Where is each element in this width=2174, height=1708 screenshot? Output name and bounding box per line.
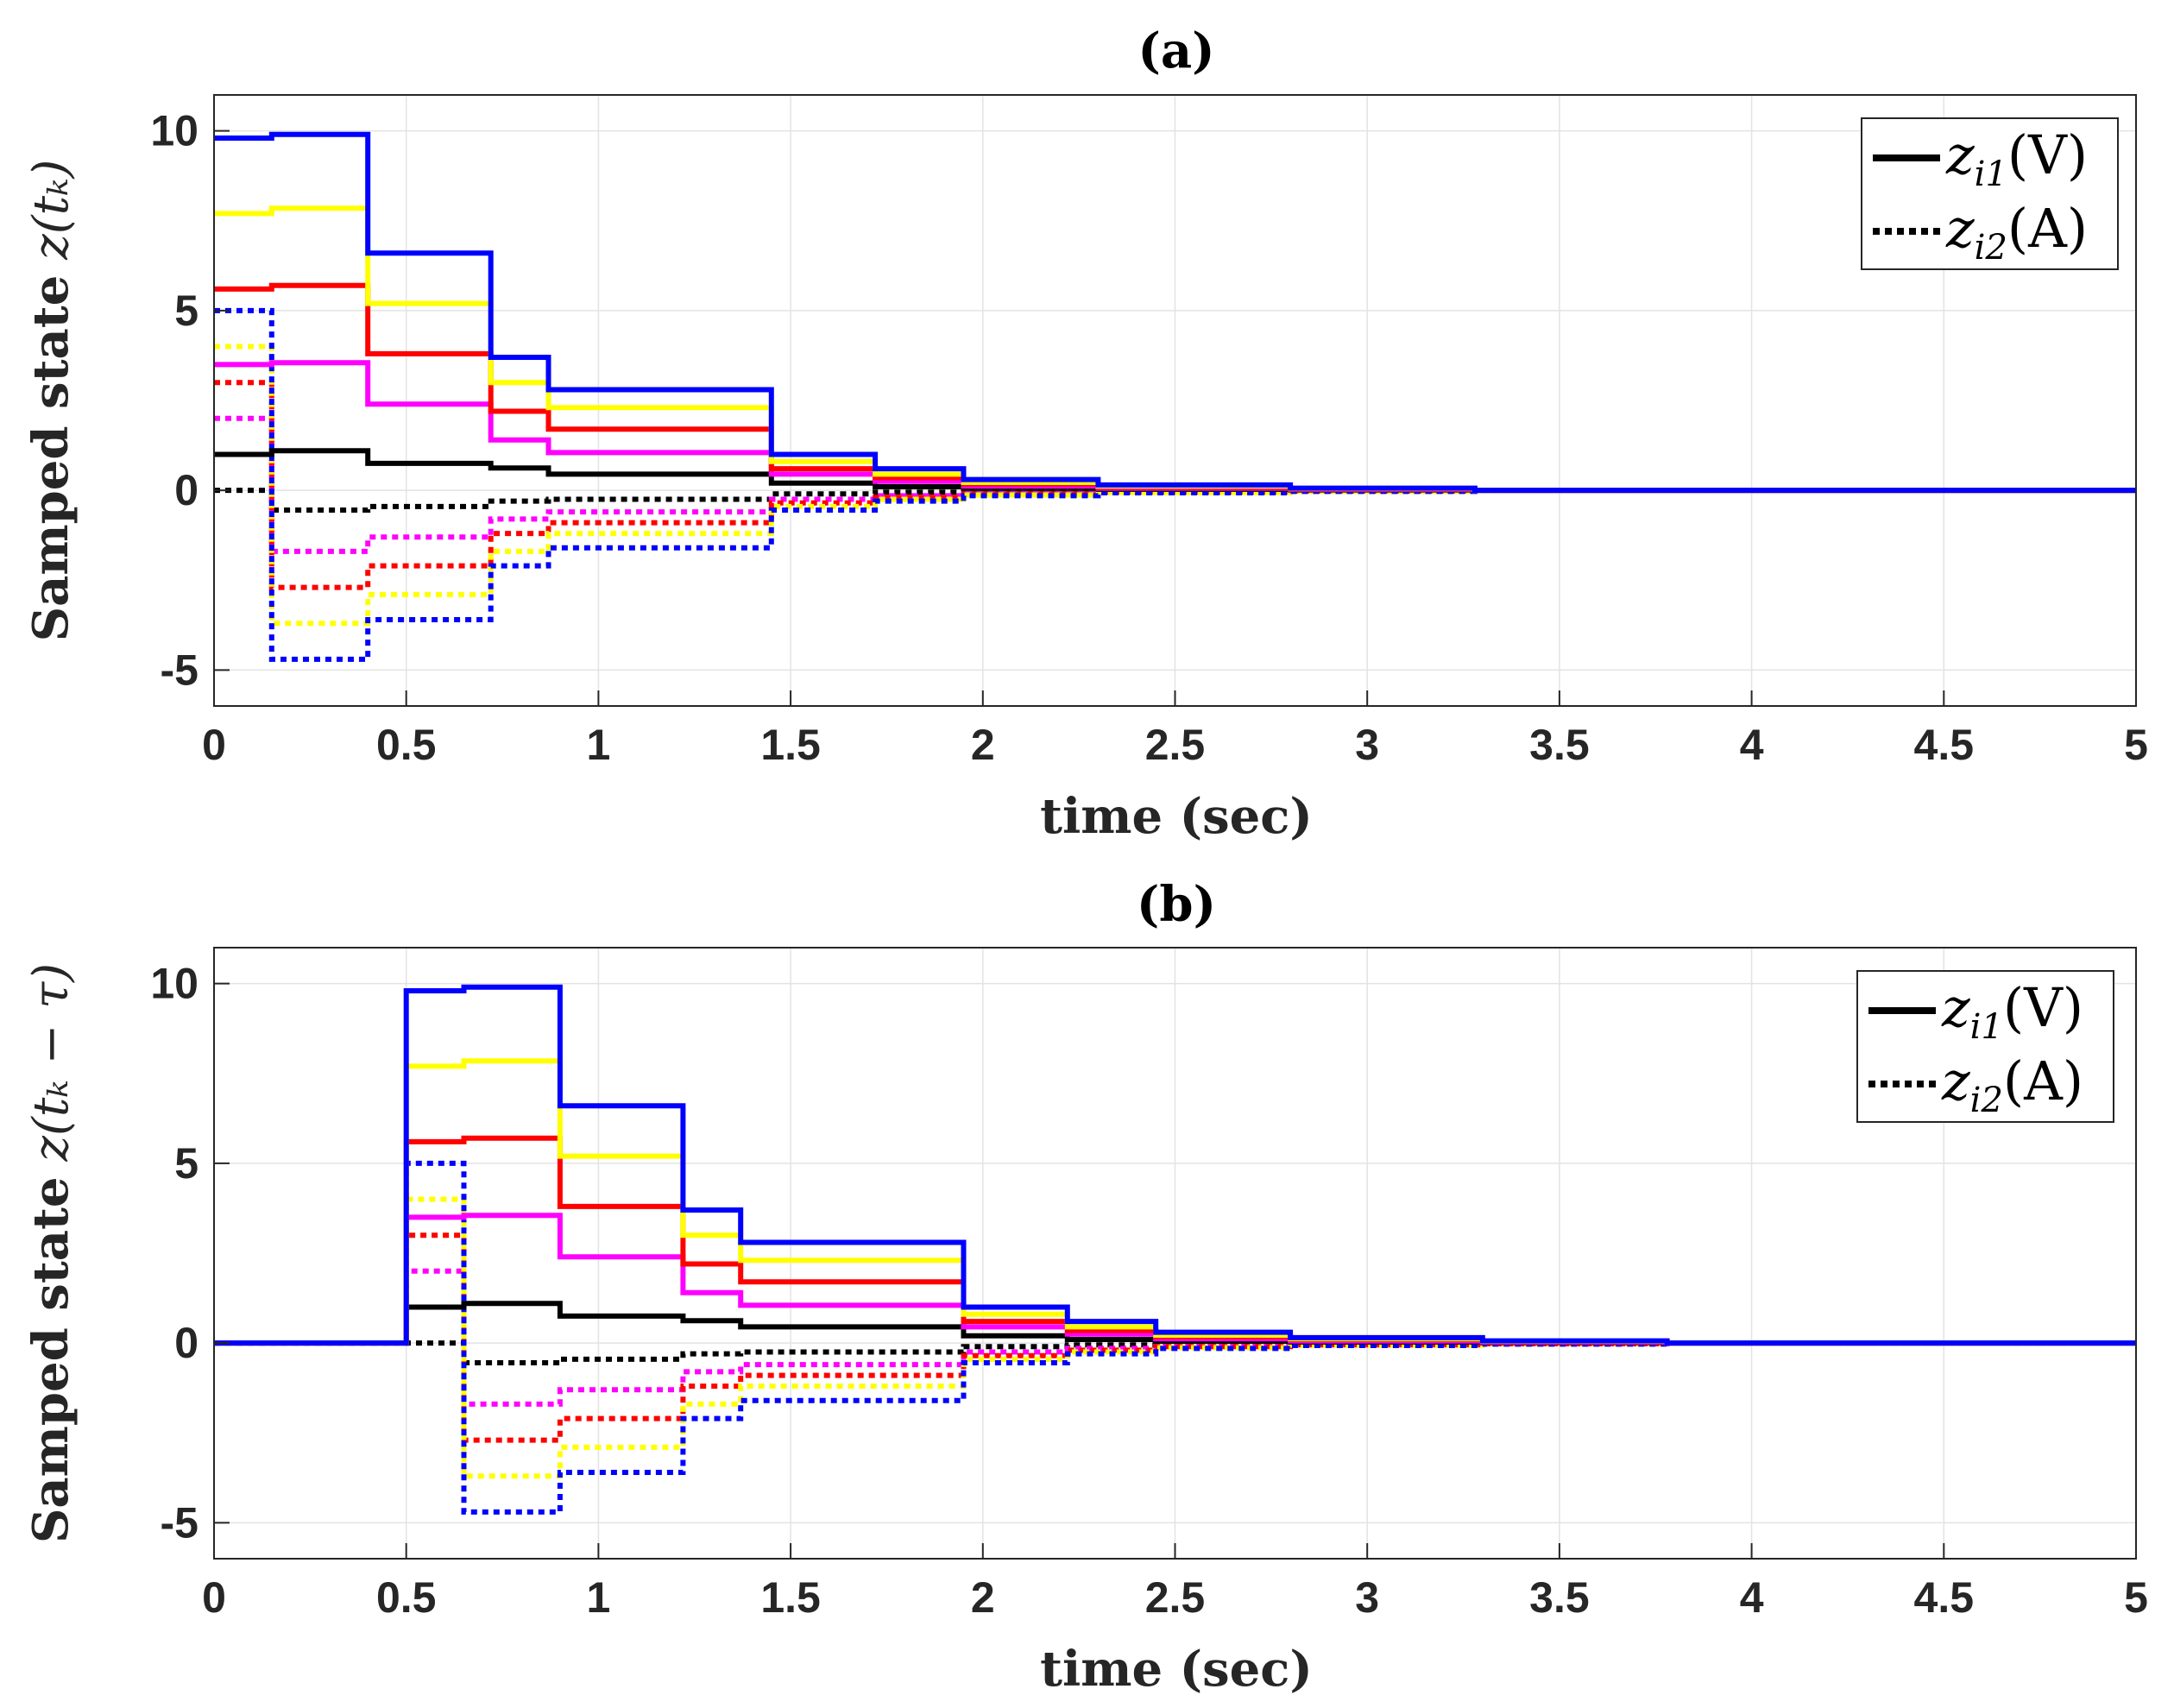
x-tick-label: 1	[586, 1573, 610, 1622]
x-axis-ticks: 0 0.5 1 1.5 2 2.5 3 3.5 4 4.5 5	[202, 690, 2148, 769]
legend-dotted-sub: i2	[1970, 1081, 2003, 1120]
x-tick-label: 0	[202, 721, 226, 769]
x-tick-label: 3	[1355, 1573, 1379, 1622]
y-axis-ticks: -5 0 5 10	[150, 960, 230, 1547]
y-tick-label: 5	[174, 1139, 198, 1188]
x-tick-label: 3.5	[1529, 721, 1590, 769]
legend-dotted-var: z	[1941, 1049, 1970, 1112]
x-tick-label: 4.5	[1914, 721, 1975, 769]
x-axis-label: time (sec)	[1040, 788, 1313, 845]
x-tick-label: 0.5	[376, 1573, 437, 1622]
x-tick-label: 1	[586, 721, 610, 769]
y-axis-label-math: z(tₖ)	[23, 160, 79, 261]
legend-solid-unit: (V)	[2003, 976, 2083, 1039]
series-dotted-6	[214, 1268, 2136, 1407]
x-tick-label: 0	[202, 1573, 226, 1622]
series-group	[214, 131, 2136, 662]
legend-entry-dotted: zi2(A)	[1945, 197, 2088, 268]
y-tick-label: 0	[174, 1319, 198, 1367]
y-tick-label: -5	[161, 1498, 198, 1547]
legend-box	[1856, 970, 2114, 1123]
x-tick-label: 1.5	[760, 1573, 821, 1622]
legend-entry-solid: zi1(V)	[1945, 123, 2088, 194]
x-tick-label: 1.5	[760, 721, 821, 769]
legend-entry-solid: zi1(V)	[1941, 976, 2083, 1047]
series-group	[214, 984, 2136, 1515]
x-tick-label: 2	[971, 1573, 995, 1622]
y-axis-ticks: -5 0 5 10	[150, 107, 230, 694]
legend: zi1(V) zi2(A)	[1856, 970, 2114, 1123]
x-tick-label: 4	[1740, 721, 1764, 769]
series-dotted-7	[214, 380, 2136, 590]
legend-dotted-unit: (A)	[2003, 1049, 2083, 1112]
chart-title: (a)	[1137, 22, 1214, 79]
legend-solid-sub: i1	[1975, 154, 2007, 194]
x-tick-label: 5	[2124, 721, 2148, 769]
x-axis-label: time (sec)	[1040, 1641, 1313, 1698]
y-axis-label: Samped state z(tₖ − τ)	[22, 963, 79, 1543]
x-tick-label: 4.5	[1914, 1573, 1975, 1622]
legend-dotted-unit: (A)	[2007, 197, 2088, 260]
y-axis-label-text: Samped state	[22, 275, 79, 642]
legend-box	[1861, 117, 2119, 270]
y-tick-label: 0	[174, 466, 198, 514]
series-solid-4	[214, 131, 2136, 494]
y-tick-label: 10	[150, 107, 198, 155]
chart-title: (b)	[1137, 876, 1216, 933]
y-axis-label: Samped state z(tₖ)	[22, 160, 79, 642]
legend-solid-var: z	[1941, 976, 1970, 1039]
legend-dotted-var: z	[1945, 197, 1975, 260]
x-tick-label: 3	[1355, 721, 1379, 769]
y-tick-label: -5	[161, 646, 198, 694]
legend-solid-unit: (V)	[2007, 123, 2088, 186]
series-solid-4	[214, 984, 2136, 1346]
x-tick-label: 5	[2124, 1573, 2148, 1622]
x-tick-label: 2.5	[1145, 721, 1206, 769]
y-tick-label: 10	[150, 960, 198, 1008]
legend-dotted-sub: i2	[1975, 228, 2007, 268]
y-axis-label-text: Samped state	[22, 1177, 79, 1544]
legend: zi1(V) zi2(A)	[1861, 117, 2119, 270]
y-axis-label-math: z(tₖ − τ)	[23, 963, 79, 1163]
x-tick-label: 0.5	[376, 721, 437, 769]
legend-solid-sub: i1	[1970, 1007, 2003, 1047]
x-tick-label: 2.5	[1145, 1573, 1206, 1622]
x-tick-label: 2	[971, 721, 995, 769]
series-dotted-9	[214, 1160, 2136, 1515]
x-tick-label: 3.5	[1529, 1573, 1590, 1622]
legend-entry-dotted: zi2(A)	[1941, 1049, 2083, 1120]
y-tick-label: 5	[174, 287, 198, 335]
x-tick-label: 4	[1740, 1573, 1764, 1622]
legend-solid-var: z	[1945, 123, 1975, 186]
x-axis-ticks: 0 0.5 1 1.5 2 2.5 3 3.5 4 4.5 5	[202, 1543, 2148, 1622]
